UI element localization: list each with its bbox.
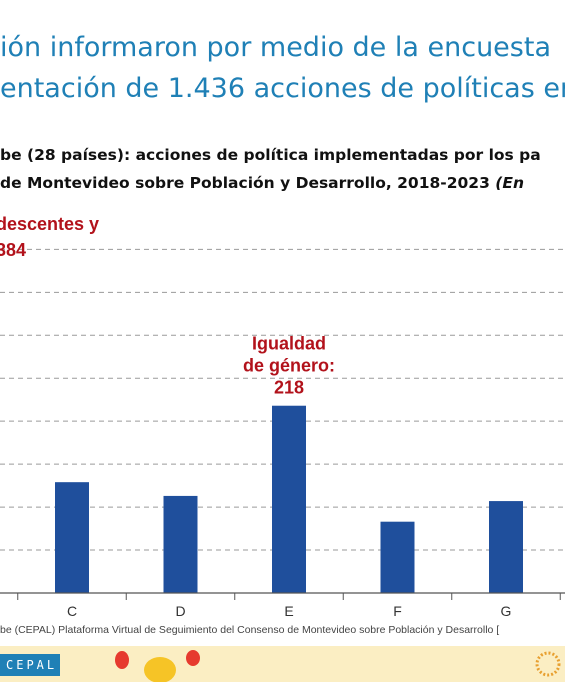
decor-dot-red [115, 651, 129, 669]
headline-line-1: ión informaron por medio de la encuesta [0, 32, 551, 63]
annotation-line: de género: [243, 356, 335, 376]
cepal-logo: CEPAL [0, 654, 60, 676]
x-tick-label-c: C [67, 603, 77, 619]
bar-g [489, 501, 523, 593]
headline-line-2: entación de 1.436 acciones de políticas … [0, 73, 565, 104]
annotation-0: descentes y 384 [0, 214, 99, 260]
bars [55, 405, 523, 593]
x-tick-label-e: E [284, 603, 293, 619]
annotation-line: descentes y [0, 214, 99, 234]
footer-band: CEPAL [0, 646, 565, 682]
decor-dot-red-2 [186, 650, 200, 666]
x-tick-label-d: D [175, 603, 185, 619]
chart-title-line-1: be (28 países): acciones de política imp… [0, 146, 541, 164]
x-tick-label-g: G [501, 603, 512, 619]
x-axis-ticks: C D E F G [17, 593, 561, 619]
source-note: be (CEPAL) Plataforma Virtual de Seguimi… [0, 624, 500, 636]
chart-title-line-2-main: de Montevideo sobre Población y Desarrol… [0, 174, 496, 192]
chart-title-line-2: de Montevideo sobre Población y Desarrol… [0, 172, 524, 194]
x-tick-label-f: F [393, 603, 402, 619]
footer-decoration [115, 650, 561, 682]
annotation-line: Igualdad [252, 334, 326, 354]
annotation-line: 384 [0, 240, 26, 260]
bar-f [380, 521, 415, 593]
chart-title-line-2-italic: (En [495, 174, 524, 192]
bar-c [55, 482, 89, 593]
bar-d [163, 495, 198, 593]
decor-dot-yellow [144, 657, 176, 682]
decor-ring [535, 651, 561, 677]
annotation-line: 218 [274, 378, 304, 398]
bar-e [272, 405, 306, 593]
